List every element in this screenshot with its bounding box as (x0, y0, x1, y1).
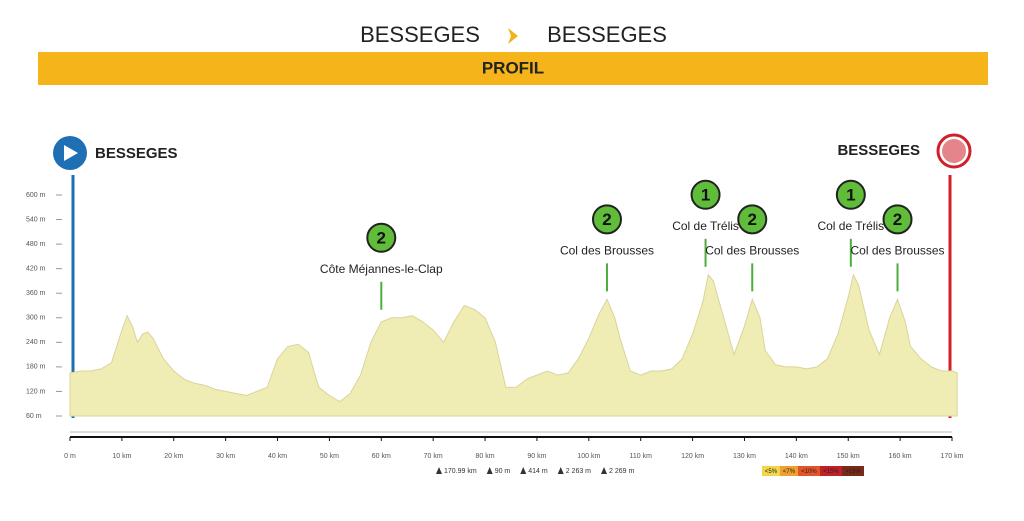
x-tick-label: 130 km (733, 453, 756, 460)
banner (38, 52, 988, 85)
climb: Col des Brousses 2 (851, 204, 945, 292)
climb-category: 2 (893, 210, 902, 229)
stat-icon (486, 467, 493, 474)
legend-label: <7% (783, 469, 796, 475)
climb: Col de Trélis 1 (817, 179, 884, 267)
x-tick-label: 120 km (681, 453, 704, 460)
x-tick-label: 30 km (216, 453, 235, 460)
y-tick-label: 120 m (26, 388, 46, 395)
stat-text: 90 m (495, 468, 511, 475)
climb-name: Col des Brousses (560, 244, 654, 258)
stat-text: 2 269 m (609, 468, 634, 475)
x-tick-label: 160 km (889, 453, 912, 460)
y-tick-label: 360 m (26, 290, 46, 297)
climb-category: 2 (748, 210, 757, 229)
legend-label: >15% (845, 469, 861, 475)
climb-category: 1 (701, 185, 710, 204)
x-tick-label: 100 km (577, 453, 600, 460)
climb: Col des Brousses 2 (560, 204, 654, 292)
climb-badge (690, 179, 721, 210)
x-tick-label: 20 km (164, 453, 183, 460)
x-tick-label: 140 km (785, 453, 808, 460)
climb-category: 2 (602, 210, 611, 229)
stat-icon (557, 467, 564, 474)
y-tick-label: 180 m (26, 364, 46, 371)
route-to: BESSEGES (547, 22, 667, 47)
start-label: BESSEGES (95, 145, 178, 162)
climb: Col des Brousses 2 (705, 204, 799, 292)
x-tick-label: 90 km (527, 453, 546, 460)
finish-label: BESSEGES (837, 142, 920, 159)
y-tick-label: 600 m (26, 192, 46, 199)
x-tick-label: 150 km (837, 453, 860, 460)
legend-swatch (820, 466, 842, 476)
climb-name: Col des Brousses (705, 244, 799, 258)
y-tick-label: 420 m (26, 266, 46, 273)
climb-category: 2 (377, 228, 386, 247)
climb-badge (591, 204, 622, 235)
x-tick-label: 110 km (629, 453, 652, 460)
route-arrow (508, 28, 518, 44)
stat-icon (520, 467, 527, 474)
start-icon-arrow (64, 145, 78, 161)
x-tick-label: 170 km (941, 453, 964, 460)
legend-swatch (762, 466, 780, 476)
y-tick-label: 60 m (26, 413, 42, 420)
elevation-area (69, 273, 958, 417)
y-tick-label: 540 m (26, 216, 46, 223)
y-tick-label: 240 m (26, 339, 46, 346)
stat-icon (436, 467, 442, 474)
legend-swatch (842, 466, 864, 476)
climb-badge (882, 204, 913, 235)
banner-text: PROFIL (482, 58, 544, 77)
finish-icon (936, 133, 972, 169)
legend-swatch (780, 466, 798, 476)
route-from: BESSEGES (360, 22, 480, 47)
climb-badge (737, 204, 768, 235)
climb-name: Col des Brousses (851, 244, 945, 258)
x-tick-label: 60 km (372, 453, 391, 460)
climb-category: 1 (846, 185, 855, 204)
y-tick-label: 300 m (26, 315, 46, 322)
x-tick-label: 40 km (268, 453, 287, 460)
legend-label: <15% (823, 469, 839, 475)
stat-text: 414 m (528, 468, 548, 475)
climb-name: Col de Trélis (672, 219, 739, 233)
stat-icon (601, 467, 608, 474)
climb-badge (835, 179, 866, 210)
climb-name: Col de Trélis (817, 219, 884, 233)
climb: Côte Méjannes-le-Clap 2 (320, 222, 443, 310)
climb: Col de Trélis 1 (672, 179, 739, 267)
x-tick-label: 80 km (476, 453, 495, 460)
legend-swatch (798, 466, 820, 476)
x-tick-label: 50 km (320, 453, 339, 460)
y-tick-label: 480 m (26, 241, 46, 248)
stat-text: 170.99 km (444, 468, 477, 475)
climb-badge (366, 222, 397, 253)
legend-label: <10% (801, 469, 817, 475)
climb-name: Côte Méjannes-le-Clap (320, 262, 443, 276)
x-tick-label: 0 m (64, 453, 76, 460)
x-tick-label: 10 km (112, 453, 131, 460)
stat-text: 2 263 m (566, 468, 591, 475)
legend-label: <5% (765, 469, 778, 475)
x-tick-label: 70 km (424, 453, 443, 460)
